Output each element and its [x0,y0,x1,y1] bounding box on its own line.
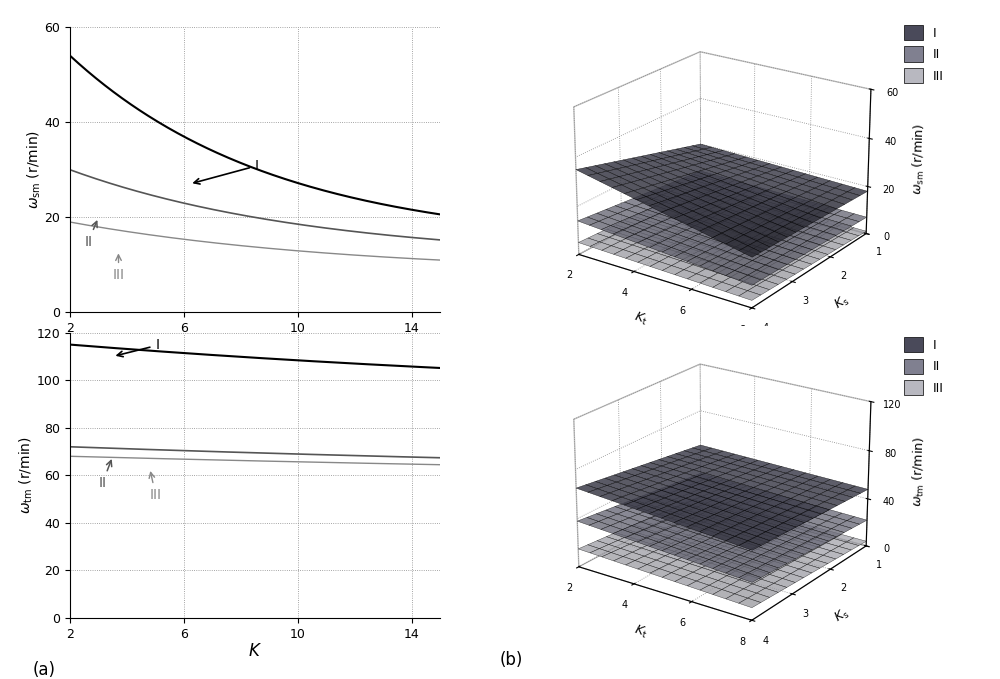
Y-axis label: $K_{\mathrm{s}}$: $K_{\mathrm{s}}$ [832,293,852,313]
Y-axis label: $\omega_{\mathrm{tm}}$ (r/min): $\omega_{\mathrm{tm}}$ (r/min) [18,437,35,514]
Legend: I, II, III: I, II, III [899,332,948,401]
Text: III: III [113,255,125,282]
Y-axis label: $K_{\mathrm{s}}$: $K_{\mathrm{s}}$ [832,605,852,625]
X-axis label: $K$: $K$ [248,337,262,354]
X-axis label: $K$: $K$ [248,642,262,660]
Text: (b): (b) [500,651,523,669]
Text: II: II [98,460,112,490]
Legend: I, II, III: I, II, III [899,20,948,88]
X-axis label: $K_{\mathrm{t}}$: $K_{\mathrm{t}}$ [632,310,649,328]
Text: (a): (a) [33,661,56,679]
Text: I: I [194,159,259,184]
Text: II: II [84,221,97,249]
Text: III: III [149,473,162,502]
Text: I: I [117,338,159,356]
X-axis label: $K_{\mathrm{t}}$: $K_{\mathrm{t}}$ [632,622,649,640]
Y-axis label: $\omega_{\mathrm{sm}}$ (r/min): $\omega_{\mathrm{sm}}$ (r/min) [26,130,43,209]
